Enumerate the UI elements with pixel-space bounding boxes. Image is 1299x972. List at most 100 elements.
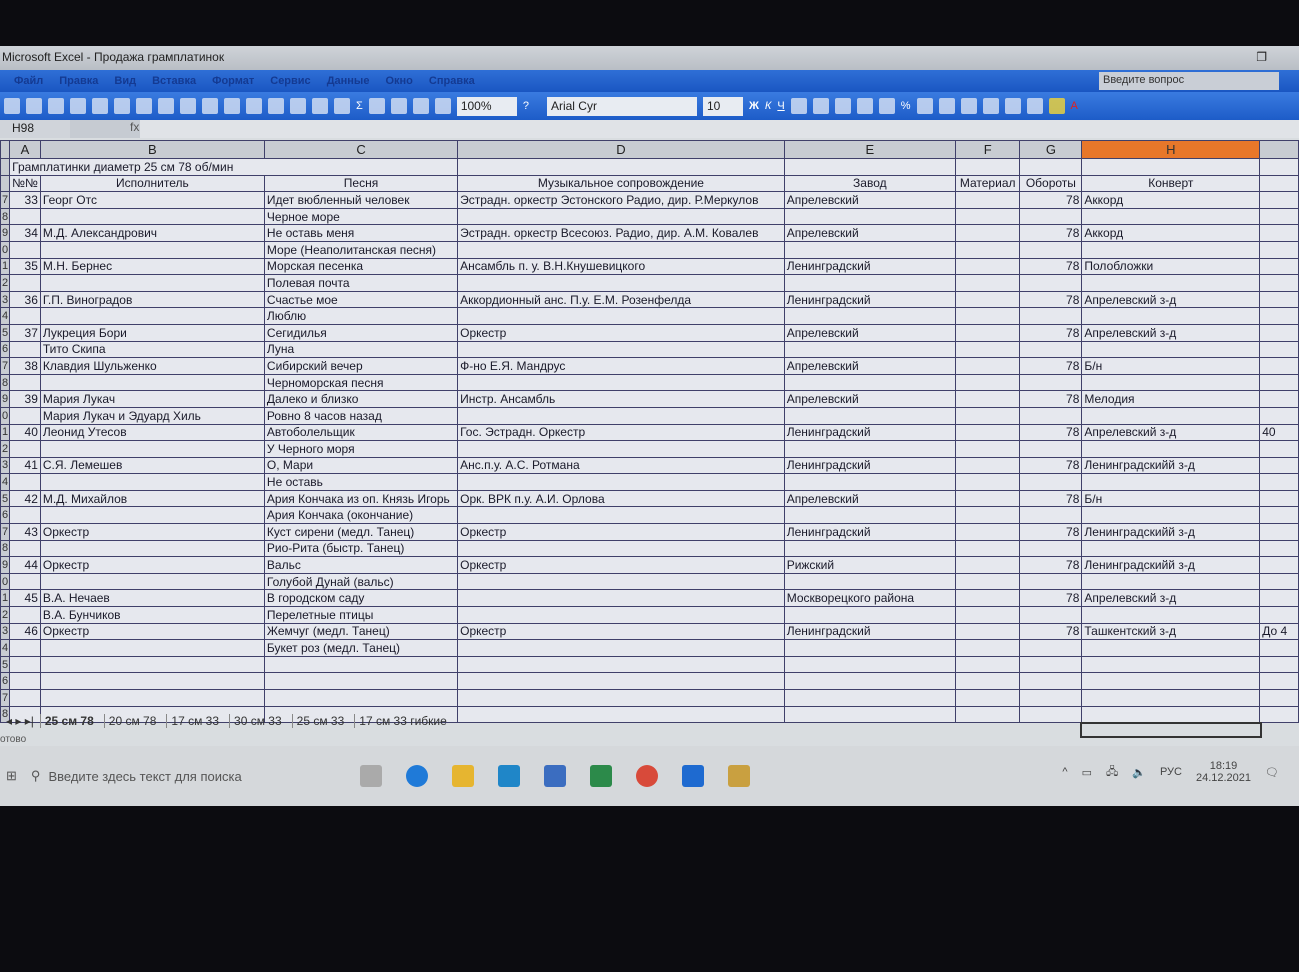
cell[interactable]: Далеко и близко <box>263 390 459 408</box>
restore-icon[interactable]: ❐ <box>1256 50 1267 64</box>
cell[interactable] <box>1019 572 1083 591</box>
column-label[interactable]: Исполнитель <box>39 174 265 193</box>
cell[interactable]: Апрелевский <box>783 224 956 242</box>
row-header[interactable]: 0 <box>0 572 11 591</box>
cell[interactable]: Сегидилья <box>263 323 459 342</box>
column-header-i[interactable] <box>1259 140 1299 159</box>
cell[interactable]: Москворецкого района <box>783 589 956 608</box>
font-color-icon[interactable]: A <box>1070 100 1078 112</box>
cell[interactable] <box>954 639 1021 657</box>
zoom-select[interactable]: 100% <box>456 96 517 116</box>
cell[interactable]: 45 <box>9 589 41 608</box>
underline-button[interactable]: Ч <box>777 100 785 112</box>
borders-icon[interactable] <box>1026 98 1043 114</box>
cell[interactable]: Ленинградскийй з-д <box>1081 556 1261 574</box>
cell[interactable] <box>783 340 956 359</box>
cell[interactable]: Ленинградскийй з-д <box>1081 456 1261 475</box>
cell[interactable] <box>1019 240 1083 259</box>
cell[interactable]: Апрелевский з-д <box>1081 323 1261 342</box>
row-header[interactable]: 1 <box>0 423 11 442</box>
cell[interactable] <box>1081 705 1261 724</box>
mail-icon[interactable] <box>498 765 521 787</box>
cell[interactable] <box>9 655 41 674</box>
paste-icon[interactable] <box>246 98 262 114</box>
save-app-icon[interactable] <box>682 765 705 787</box>
cell[interactable] <box>1259 240 1299 259</box>
cell[interactable] <box>783 307 956 325</box>
cell[interactable]: Орк. ВРК п.у. А.И. Орлова <box>457 489 785 508</box>
cell[interactable] <box>457 158 785 176</box>
sort-desc-icon[interactable] <box>390 98 407 114</box>
cell[interactable] <box>1081 689 1261 707</box>
column-label[interactable]: №№ <box>9 174 41 193</box>
menu-window[interactable]: Окно <box>385 75 413 87</box>
cell[interactable] <box>39 639 265 657</box>
cell[interactable] <box>954 506 1021 525</box>
cell[interactable]: Полобложки <box>1081 257 1261 276</box>
cell[interactable] <box>1081 340 1261 359</box>
cell[interactable]: 40 <box>9 423 41 442</box>
cell[interactable]: 41 <box>9 456 41 475</box>
cell[interactable] <box>457 606 785 624</box>
cell[interactable] <box>954 489 1021 508</box>
cell[interactable] <box>9 440 41 458</box>
cell[interactable]: 78 <box>1019 224 1083 242</box>
tab-25cm-33[interactable]: 25 см 33 <box>291 714 349 728</box>
cell[interactable] <box>1019 373 1083 392</box>
cell[interactable] <box>1019 158 1083 176</box>
cell[interactable] <box>783 572 956 591</box>
cell[interactable] <box>954 556 1021 574</box>
cell[interactable] <box>1259 406 1299 425</box>
italic-button[interactable]: К <box>764 100 772 112</box>
excel-icon[interactable] <box>590 765 613 787</box>
cell[interactable]: 43 <box>9 523 41 541</box>
cell[interactable]: 78 <box>1019 456 1083 475</box>
cell[interactable] <box>954 274 1021 292</box>
cell[interactable] <box>457 589 785 608</box>
cell[interactable] <box>39 240 265 259</box>
row-header[interactable]: 8 <box>0 207 11 226</box>
tab-17cm-33[interactable]: 17 см 33 <box>166 714 223 728</box>
cell[interactable] <box>9 689 41 707</box>
windows-start-icon[interactable]: ⊞ <box>6 768 17 783</box>
cell[interactable] <box>457 240 785 259</box>
cell[interactable] <box>783 689 956 707</box>
cell[interactable]: 33 <box>9 191 41 209</box>
cell[interactable]: Сибирский вечер <box>263 357 459 375</box>
cell[interactable] <box>1259 506 1299 525</box>
cell[interactable]: Мария Лукач <box>39 390 265 408</box>
cell[interactable]: Леонид Утесов <box>39 423 265 442</box>
cell[interactable] <box>1259 705 1299 724</box>
tab-25cm-78[interactable]: 25 см 78 <box>39 714 98 728</box>
menu-edit[interactable]: Правка <box>59 75 99 87</box>
row-header[interactable]: 2 <box>0 274 11 292</box>
cell[interactable]: М.Д. Михайлов <box>39 489 265 508</box>
cell[interactable] <box>457 705 785 724</box>
name-box[interactable]: H98 <box>0 120 70 138</box>
cell[interactable] <box>457 373 785 392</box>
cell[interactable] <box>1019 440 1083 458</box>
search-icon[interactable]: ⚲ <box>30 768 41 783</box>
cell[interactable]: Анс.п.у. А.С. Ротмана <box>457 456 785 475</box>
cell[interactable] <box>783 672 956 690</box>
cell[interactable] <box>954 290 1021 309</box>
cell[interactable] <box>457 473 785 491</box>
row-header[interactable]: 0 <box>0 240 11 259</box>
cell[interactable] <box>1259 357 1299 375</box>
cell[interactable]: 78 <box>1019 523 1083 541</box>
cell[interactable] <box>783 440 956 458</box>
cell[interactable] <box>9 340 41 359</box>
open-icon[interactable] <box>26 98 42 114</box>
cell[interactable] <box>1259 589 1299 608</box>
file-explorer-icon[interactable] <box>452 765 475 787</box>
cell[interactable] <box>39 672 265 690</box>
cell[interactable]: О, Мари <box>263 456 459 475</box>
cell[interactable]: Ленинградский <box>783 290 956 309</box>
row-header[interactable]: 9 <box>0 390 11 408</box>
cell[interactable]: Ровно 8 часов назад <box>263 406 459 425</box>
cell[interactable] <box>1081 473 1261 491</box>
row-header[interactable]: 8 <box>0 539 11 558</box>
cell[interactable] <box>783 639 956 657</box>
cell[interactable] <box>954 655 1021 674</box>
task-view-icon[interactable] <box>360 765 383 787</box>
